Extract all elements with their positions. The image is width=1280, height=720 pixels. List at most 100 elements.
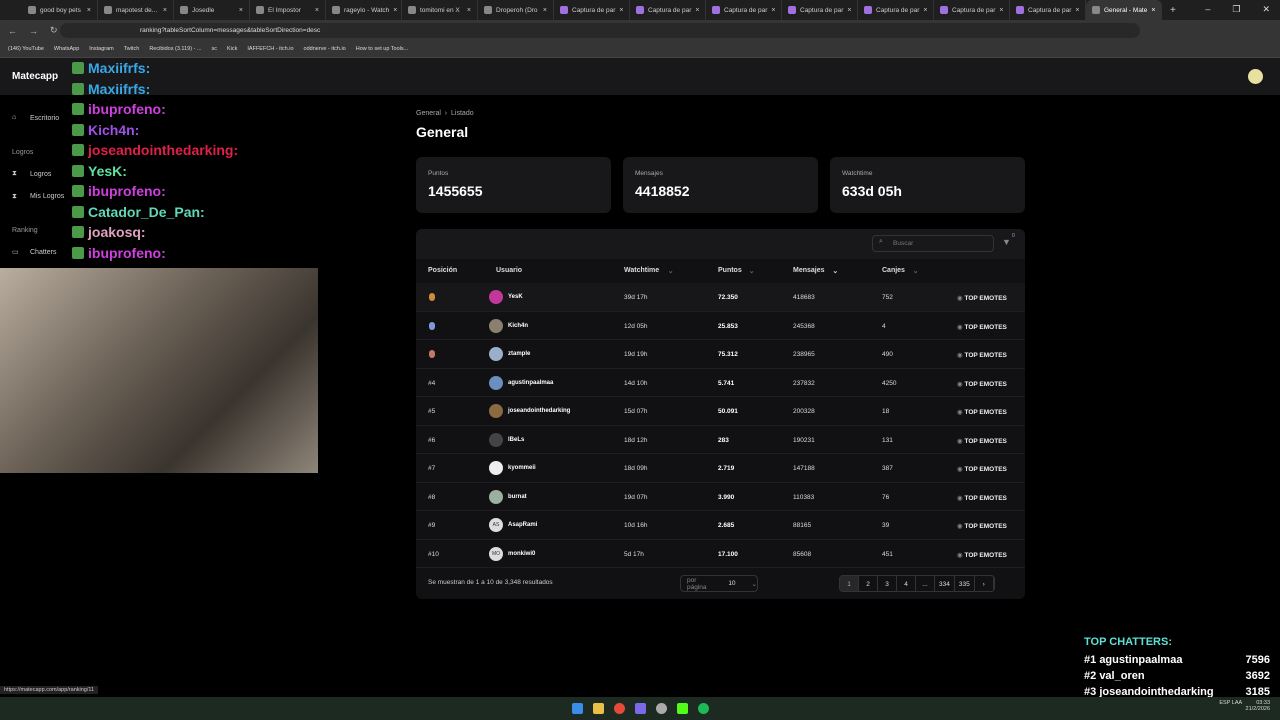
per-page-select[interactable]: por página 10 ⌄ [680, 575, 758, 592]
sidebar-item-escritorio[interactable]: Escritorio [30, 115, 60, 122]
filter-icon[interactable]: ▼ [1002, 237, 1011, 247]
page-button[interactable]: 3 [878, 576, 897, 591]
page-button[interactable]: 334 [935, 576, 955, 591]
browser-tab[interactable]: Captura de par × [554, 0, 630, 20]
close-tab-icon[interactable]: × [314, 6, 319, 14]
browser-tab[interactable]: General - Mate × [1086, 0, 1162, 20]
bookmark-item[interactable]: (146) YouTube [8, 46, 44, 52]
browser-tab[interactable]: Captura de par × [858, 0, 934, 20]
top-emotes-button[interactable]: ◉ TOP EMOTES [957, 408, 1007, 416]
top-emotes-button[interactable]: ◉ TOP EMOTES [957, 494, 1007, 502]
close-tab-icon[interactable]: × [1075, 6, 1080, 14]
browser-tab[interactable]: Captura de par × [630, 0, 706, 20]
app-logo[interactable]: Matecapp [12, 71, 59, 82]
explorer-icon[interactable] [592, 703, 604, 714]
bookmark-item[interactable]: oddnerve - itch.io [303, 46, 346, 52]
restore-button[interactable]: ❐ [1232, 4, 1241, 14]
top-emotes-button[interactable]: ◉ TOP EMOTES [957, 522, 1007, 530]
username[interactable]: joseandointhedarking [508, 408, 571, 414]
obs-icon[interactable] [655, 703, 667, 714]
sidebar-item-chatters[interactable]: Chatters [30, 249, 57, 256]
forward-icon[interactable]: → [29, 25, 38, 36]
tab-favicon-icon [636, 6, 644, 14]
new-tab-button[interactable]: + [1170, 4, 1176, 16]
start-icon[interactable] [571, 703, 583, 714]
bookmark-item[interactable]: How to set up Tools... [355, 46, 409, 52]
close-tab-icon[interactable]: × [619, 6, 624, 14]
browser-tab[interactable]: mapotest de... × [98, 0, 174, 20]
messages: 418683 [793, 294, 815, 301]
username[interactable]: lBeLs [508, 436, 525, 443]
browser-tab[interactable]: Captura de par × [706, 0, 782, 20]
bookmark-item[interactable]: IAFFEFCH - itch.io [247, 46, 294, 52]
breadcrumb-general[interactable]: General [416, 110, 441, 117]
browser-tab[interactable]: Droperoh (Dro × [478, 0, 554, 20]
reload-icon[interactable]: ↻ [50, 25, 58, 35]
top-emotes-button[interactable]: ◉ TOP EMOTES [957, 437, 1007, 445]
close-tab-icon[interactable]: × [542, 6, 547, 14]
bookmark-item[interactable]: Kick [227, 46, 238, 52]
close-tab-icon[interactable]: × [695, 6, 700, 14]
url-bar[interactable]: ranking?tableSortColumn=messages&tableSo… [60, 23, 1140, 38]
page-button[interactable]: 2 [859, 576, 878, 591]
close-tab-icon[interactable]: × [238, 6, 243, 14]
close-tab-icon[interactable]: × [847, 6, 852, 14]
browser-tab[interactable]: Captura de par × [1010, 0, 1086, 20]
browser-tab[interactable]: El Impostor × [250, 0, 326, 20]
messages: 147188 [793, 465, 815, 472]
page-button[interactable]: 4 [897, 576, 916, 591]
page-button[interactable]: 1 [840, 576, 859, 591]
top-emotes-button[interactable]: ◉ TOP EMOTES [957, 323, 1007, 331]
bookmark-item[interactable]: sc [211, 46, 218, 52]
top-emotes-button[interactable]: ◉ TOP EMOTES [957, 294, 1007, 302]
top-emotes-button[interactable]: ◉ TOP EMOTES [957, 551, 1007, 559]
username[interactable]: agustinpaalmaa [508, 379, 554, 386]
browser-tab[interactable]: tomitomi en X × [402, 0, 478, 20]
close-tab-icon[interactable]: × [86, 6, 91, 14]
close-tab-icon[interactable]: × [162, 6, 167, 14]
bookmark-item[interactable]: WhatsApp [53, 46, 80, 52]
close-tab-icon[interactable]: × [1151, 6, 1156, 14]
user-avatar[interactable] [1248, 69, 1263, 84]
username[interactable]: Kich4n [508, 322, 529, 329]
top-emotes-button[interactable]: ◉ TOP EMOTES [957, 380, 1007, 388]
browser-tab[interactable]: Captura de par × [782, 0, 858, 20]
column-header-5[interactable]: Canjes [882, 267, 905, 274]
close-tab-icon[interactable]: × [999, 6, 1004, 14]
username[interactable]: burnat [508, 493, 527, 500]
username[interactable]: monkiwi0 [508, 550, 536, 557]
bookmark-item[interactable]: Recibidos (3.119) - ... [149, 46, 202, 52]
close-tab-icon[interactable]: × [923, 6, 928, 14]
sidebar-item-mis-logros[interactable]: Mis Logros [30, 193, 65, 200]
next-page-button[interactable]: › [975, 576, 994, 591]
language-indicator[interactable]: ESP LAA [1219, 700, 1243, 706]
column-header-2[interactable]: Watchtime [624, 267, 660, 274]
search-input[interactable]: Buscar [872, 235, 994, 252]
username[interactable]: ztample [508, 351, 531, 357]
minimize-button[interactable]: – [1205, 4, 1211, 14]
chrome-icon[interactable] [613, 703, 625, 714]
close-tab-icon[interactable]: × [466, 6, 471, 14]
sidebar-item-logros[interactable]: Logros [30, 171, 52, 178]
browser-tab[interactable]: rageylo - Watch × [326, 0, 402, 20]
close-window-button[interactable]: ✕ [1262, 4, 1270, 14]
spotify-icon[interactable] [697, 703, 709, 714]
page-button[interactable]: 335 [955, 576, 975, 591]
discord-icon[interactable] [634, 703, 646, 714]
column-header-4[interactable]: Mensajes [793, 267, 825, 274]
username[interactable]: AsapRami [508, 522, 538, 528]
username[interactable]: kyommeii [508, 465, 536, 471]
back-icon[interactable]: ← [8, 25, 17, 36]
close-tab-icon[interactable]: × [393, 6, 398, 14]
browser-tab[interactable]: Josedle × [174, 0, 250, 20]
username[interactable]: YesK [508, 294, 523, 300]
kick-icon[interactable] [676, 703, 688, 714]
bookmark-item[interactable]: Twitch [123, 46, 140, 52]
top-emotes-button[interactable]: ◉ TOP EMOTES [957, 351, 1007, 359]
top-emotes-button[interactable]: ◉ TOP EMOTES [957, 465, 1007, 473]
bookmark-item[interactable]: Instagram [89, 46, 114, 52]
column-header-3[interactable]: Puntos [718, 267, 742, 274]
browser-tab[interactable]: Captura de par × [934, 0, 1010, 20]
browser-tab[interactable]: good boy pets × [22, 0, 98, 20]
close-tab-icon[interactable]: × [771, 6, 776, 14]
